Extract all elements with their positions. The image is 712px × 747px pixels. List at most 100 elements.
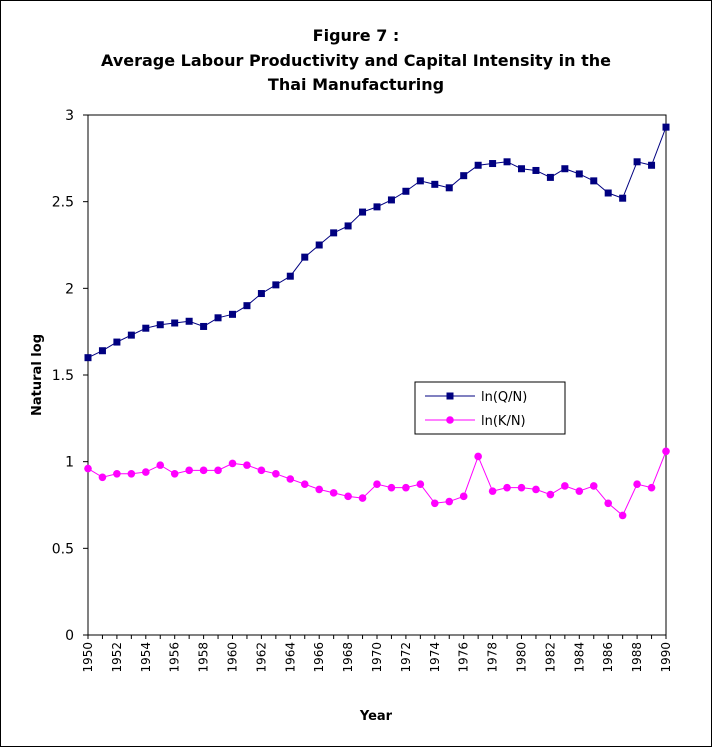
x-tick-label: 1954 bbox=[139, 642, 153, 673]
data-point bbox=[243, 461, 251, 469]
data-point bbox=[301, 253, 309, 261]
chart-title: Figure 7 : bbox=[312, 26, 400, 45]
data-point bbox=[604, 189, 612, 197]
data-point bbox=[647, 483, 656, 492]
x-tick-label: 1970 bbox=[370, 642, 384, 673]
data-point bbox=[662, 447, 670, 456]
axes: 0 0.5 1 1.5 2 2.5 3 1950 1952 1954 1956 1958 1960 196… bbox=[52, 108, 673, 673]
x-tick-label: 1958 bbox=[197, 642, 211, 673]
data-point bbox=[489, 160, 497, 168]
data-point bbox=[575, 487, 584, 495]
data-point bbox=[373, 480, 381, 489]
x-tick-label: 1980 bbox=[515, 642, 529, 673]
y-tick-label: 2 bbox=[65, 281, 74, 297]
data-point bbox=[359, 208, 367, 216]
x-tick-label: 1956 bbox=[168, 642, 182, 673]
data-point bbox=[474, 452, 482, 461]
data-point bbox=[199, 466, 208, 475]
data-point bbox=[402, 187, 410, 195]
data-point bbox=[503, 483, 511, 492]
x-tick-label: 1986 bbox=[601, 642, 615, 673]
data-point bbox=[156, 321, 164, 329]
data-point bbox=[214, 314, 222, 322]
data-point bbox=[315, 485, 324, 494]
data-point bbox=[358, 494, 367, 502]
data-point bbox=[286, 272, 294, 280]
data-point bbox=[257, 466, 266, 475]
data-point bbox=[518, 165, 525, 173]
data-point bbox=[619, 194, 627, 202]
data-point bbox=[214, 466, 222, 475]
y-tick-label: 2.5 bbox=[52, 195, 74, 211]
x-tick-label: 1950 bbox=[81, 642, 95, 673]
chart-subtitle-line-2: Thai Manufacturing bbox=[267, 75, 445, 94]
data-point bbox=[546, 173, 554, 181]
legend-box bbox=[414, 381, 566, 435]
x-tick-label: 1964 bbox=[283, 642, 297, 673]
data-point bbox=[113, 470, 121, 478]
y-tick-label: 0 bbox=[65, 628, 74, 644]
data-point bbox=[300, 480, 309, 489]
legend-label: ln(Q/N) bbox=[481, 390, 527, 405]
x-tick-label: 1968 bbox=[341, 642, 355, 673]
data-point bbox=[387, 483, 396, 492]
plot-area-border bbox=[87, 114, 667, 636]
data-point bbox=[532, 166, 540, 174]
x-tick-label: 1974 bbox=[428, 642, 442, 673]
x-axis-label: Year bbox=[359, 709, 393, 724]
data-point bbox=[142, 468, 150, 476]
y-tick-label: 3 bbox=[65, 108, 74, 124]
data-point bbox=[459, 492, 468, 501]
data-point bbox=[229, 310, 236, 318]
data-point bbox=[648, 161, 656, 169]
data-point bbox=[561, 165, 569, 173]
data-point bbox=[589, 482, 598, 490]
data-point bbox=[532, 485, 540, 494]
data-point bbox=[633, 158, 641, 166]
data-point bbox=[286, 475, 295, 483]
data-point bbox=[517, 483, 526, 492]
data-point bbox=[416, 480, 425, 489]
data-point bbox=[604, 499, 612, 508]
data-point bbox=[272, 281, 280, 289]
y-tick-label: 1 bbox=[65, 455, 74, 471]
data-point bbox=[200, 322, 208, 330]
data-point bbox=[257, 290, 265, 298]
data-point bbox=[402, 483, 410, 492]
data-point bbox=[228, 459, 237, 468]
data-point bbox=[98, 473, 107, 482]
x-tick-label: 1990 bbox=[659, 642, 673, 673]
data-point bbox=[127, 331, 135, 339]
x-tick-label: 1984 bbox=[572, 642, 586, 673]
data-point bbox=[488, 487, 497, 495]
data-point bbox=[618, 511, 627, 520]
data-point bbox=[344, 222, 352, 230]
data-point bbox=[503, 158, 511, 166]
data-point bbox=[546, 490, 555, 499]
x-tick-label: 1988 bbox=[630, 642, 644, 673]
data-point bbox=[445, 497, 454, 506]
data-point bbox=[431, 180, 439, 188]
x-tick-label: 1976 bbox=[457, 642, 471, 673]
data-point bbox=[662, 123, 670, 131]
y-axis-label: Natural log bbox=[30, 334, 45, 416]
data-point bbox=[84, 354, 92, 362]
x-tick-label: 1960 bbox=[226, 642, 240, 673]
data-point bbox=[590, 177, 598, 185]
data-point bbox=[243, 302, 251, 310]
series-layer bbox=[84, 123, 670, 520]
data-point bbox=[315, 241, 323, 249]
x-tick-label: 1952 bbox=[110, 642, 124, 673]
data-point bbox=[185, 466, 193, 475]
data-point bbox=[84, 464, 92, 473]
x-tick-label: 1962 bbox=[254, 642, 268, 673]
y-tick-label: 1.5 bbox=[52, 368, 74, 384]
data-point bbox=[170, 470, 179, 478]
legend-marker bbox=[446, 392, 454, 400]
data-point bbox=[387, 196, 395, 204]
data-point bbox=[633, 480, 641, 489]
data-point bbox=[156, 461, 165, 469]
data-point bbox=[329, 489, 338, 497]
data-point bbox=[344, 492, 352, 501]
data-point bbox=[445, 184, 453, 192]
